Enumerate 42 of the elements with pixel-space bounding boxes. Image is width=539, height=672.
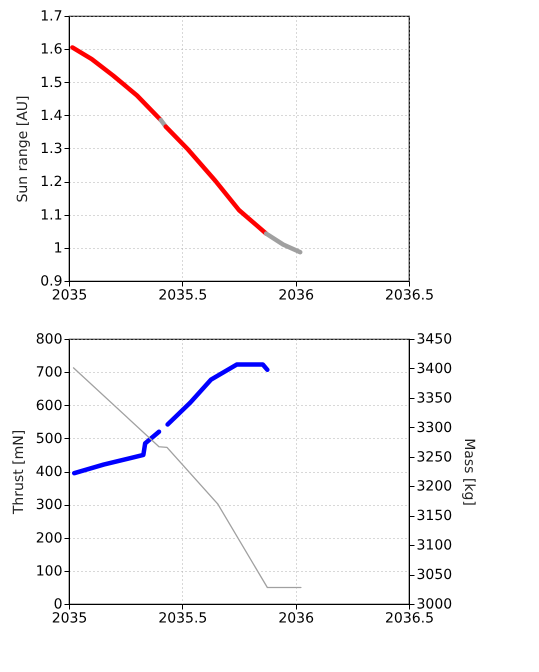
- x-tick-label: 2035.5: [158, 610, 208, 626]
- y-tick-label: 200: [36, 530, 62, 546]
- x-tick-label: 2036.5: [385, 288, 434, 304]
- x-tick-label: 2036.5: [385, 610, 434, 626]
- y-tick-label: 400: [36, 464, 62, 480]
- y2-tick-label: 3150: [416, 508, 452, 524]
- y-tick-label: 1.2: [40, 174, 62, 190]
- y-tick-label: 700: [36, 364, 62, 381]
- x-tick-label: 2035: [52, 288, 88, 304]
- y-tick-label: 100: [36, 563, 62, 580]
- y2-tick-label: 3300: [416, 420, 452, 436]
- y-axis-title: Thrust [mN]: [10, 430, 27, 516]
- y-tick-label: 0: [54, 596, 62, 612]
- y-tick-label: 300: [36, 497, 62, 514]
- y-tick-label: 500: [36, 430, 62, 447]
- y2-tick-label: 3050: [416, 567, 452, 584]
- x-tick-label: 2036: [278, 288, 314, 304]
- y2-tick-label: 3450: [416, 332, 452, 348]
- y2-tick-label: 3000: [416, 596, 452, 612]
- y2-tick-label: 3400: [416, 360, 452, 377]
- y-tick-label: 1.7: [40, 8, 62, 24]
- y-tick-label: 1.4: [40, 108, 63, 124]
- x-tick-label: 2036: [278, 610, 314, 626]
- y2-tick-label: 3200: [416, 478, 452, 495]
- y-tick-label: 0.9: [40, 274, 62, 290]
- y2-tick-label: 3100: [416, 538, 452, 554]
- y2-tick-label: 3350: [416, 390, 452, 406]
- y-tick-label: 1.6: [40, 42, 63, 58]
- y-tick-label: 1.5: [40, 74, 62, 91]
- x-tick-label: 2035.5: [158, 288, 208, 304]
- y-tick-label: 1.1: [40, 207, 62, 224]
- y-tick-label: 1.3: [40, 141, 62, 157]
- line-series: [72, 367, 302, 588]
- y-tick-label: 800: [36, 332, 62, 348]
- y-tick-label: 600: [36, 398, 62, 414]
- y2-tick-label: 3250: [416, 449, 452, 466]
- y2-axis-title: Mass [kg]: [461, 438, 478, 506]
- line-series: [164, 124, 268, 236]
- y-axis-title: Sun range [AU]: [15, 96, 32, 202]
- y-tick-label: 1: [54, 240, 62, 256]
- line-series: [70, 45, 164, 122]
- x-tick-label: 2035: [52, 610, 88, 626]
